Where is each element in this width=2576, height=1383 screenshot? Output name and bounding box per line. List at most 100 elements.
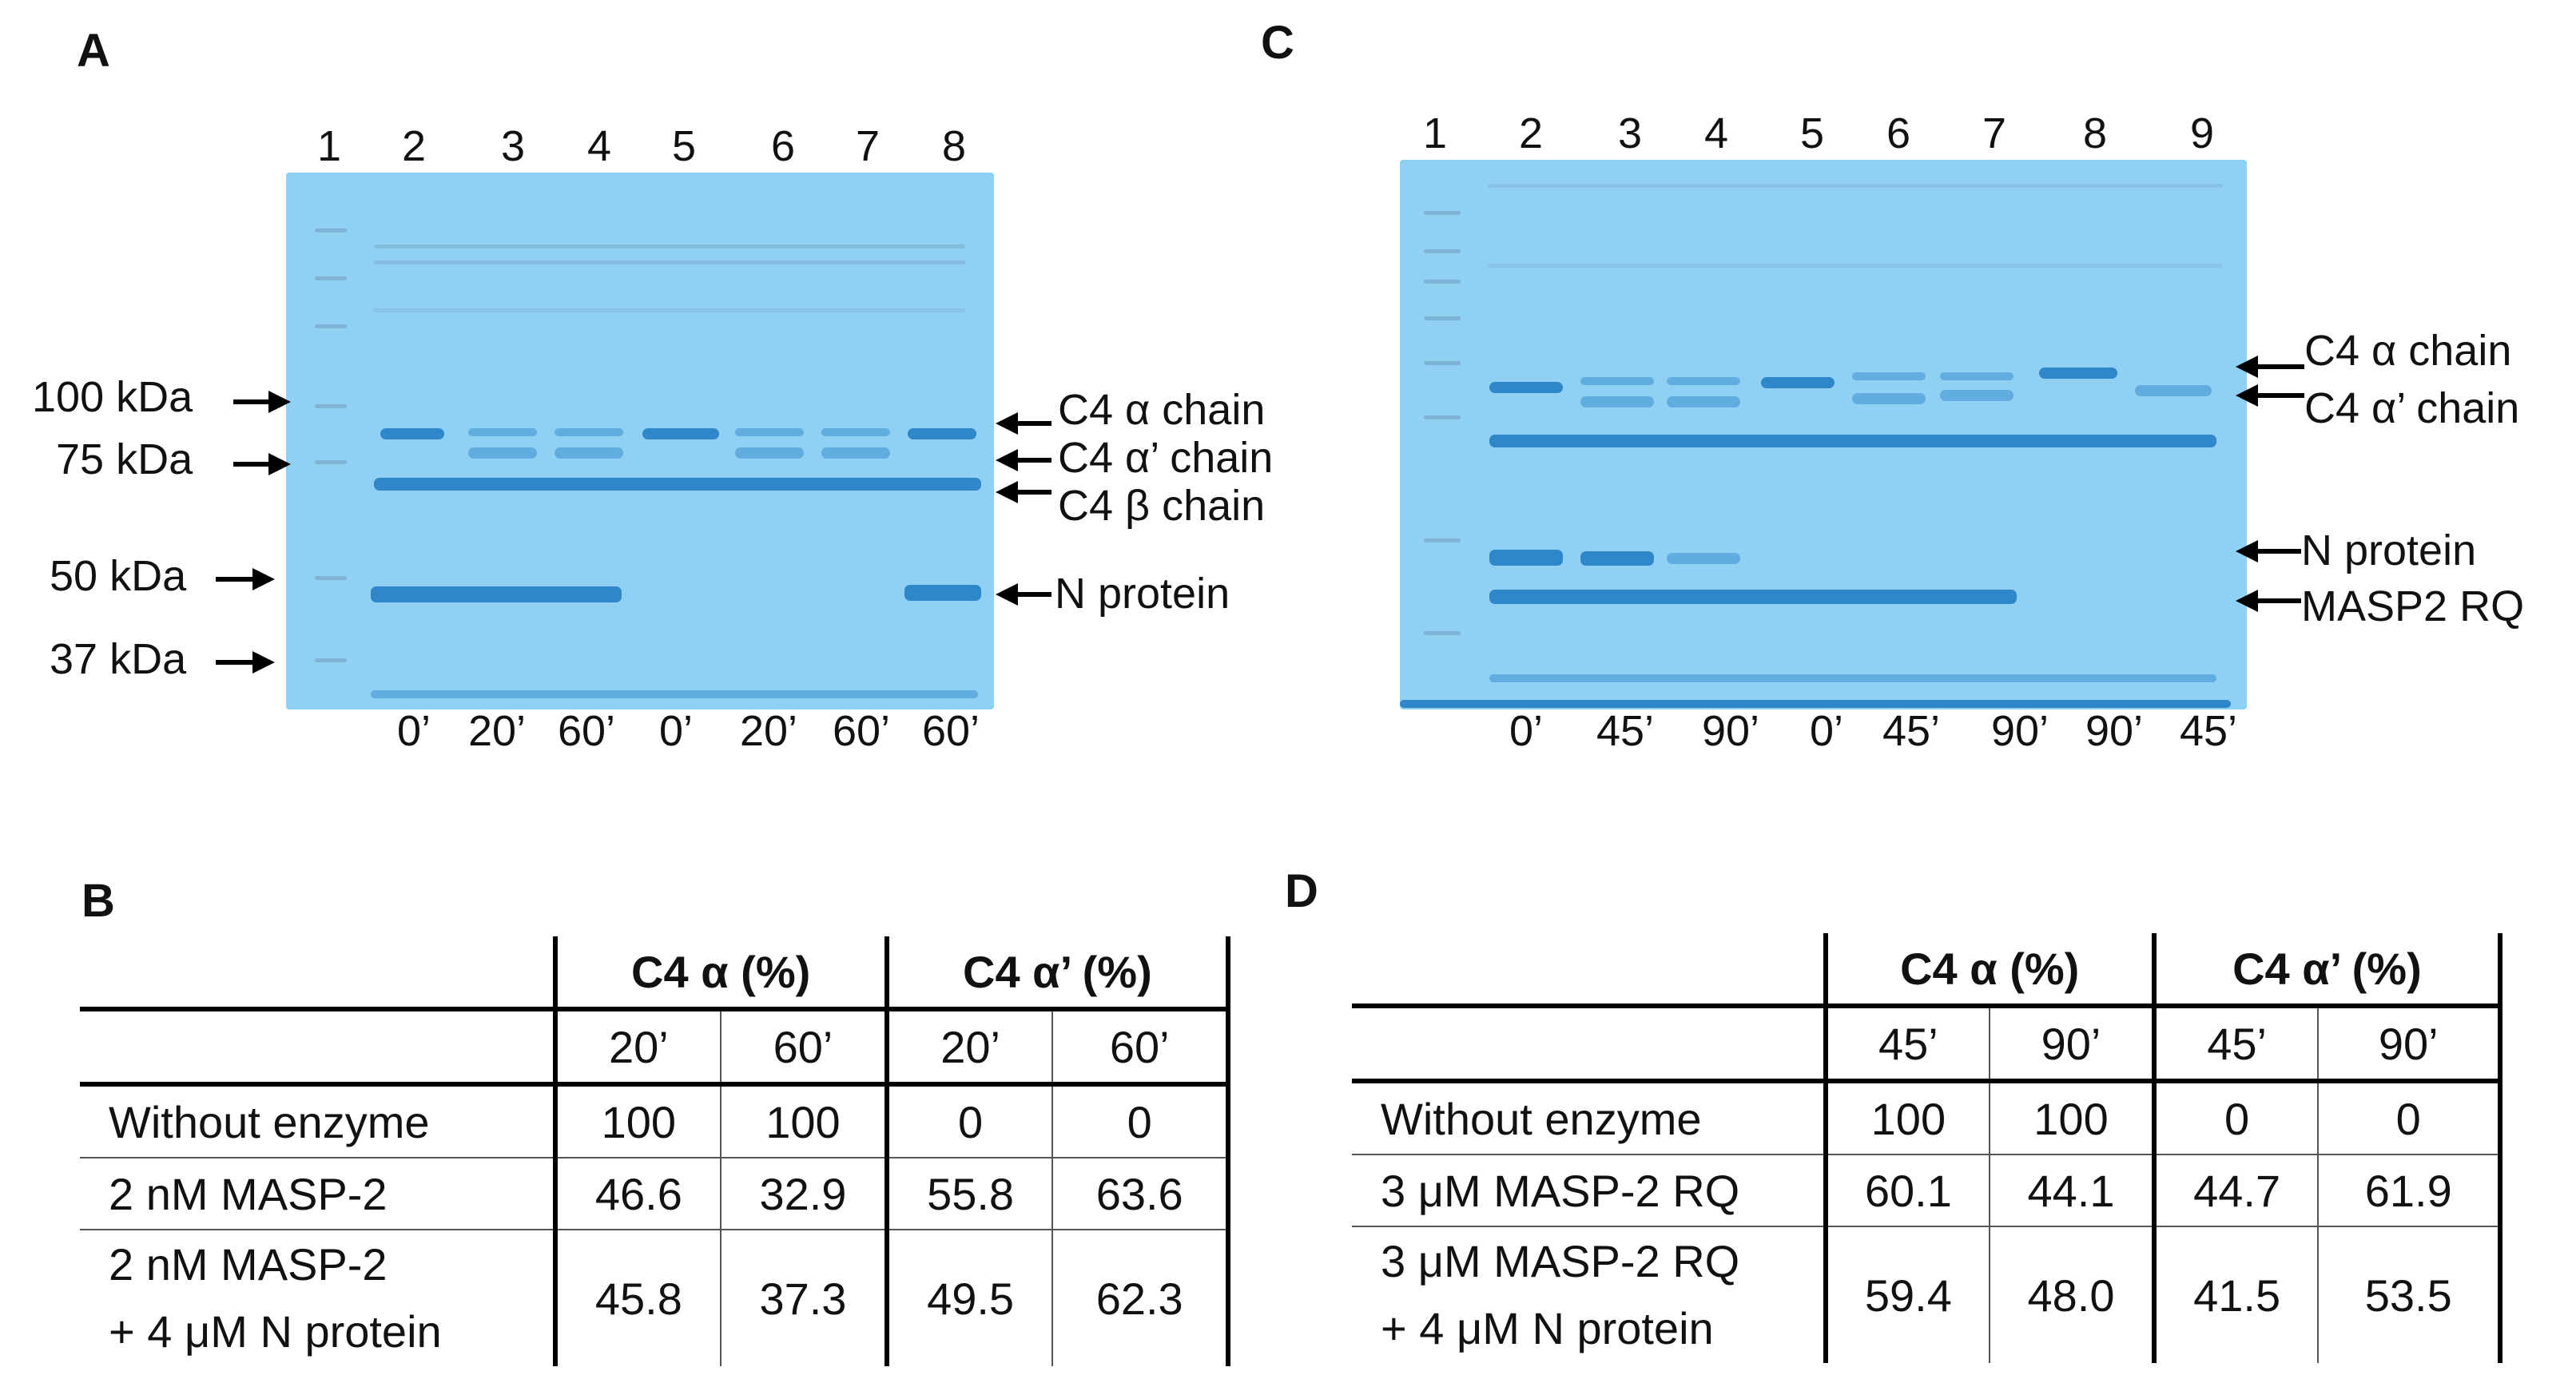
table-cell: 100 — [1990, 1079, 2157, 1155]
lane-number: 5 — [671, 122, 697, 170]
lane-number: 1 — [316, 122, 342, 170]
lane-number: 1 — [1422, 109, 1448, 157]
time-header: 45’ — [2153, 1003, 2320, 1082]
time-label: 0’ — [396, 707, 431, 755]
table-cell: 45.8 — [555, 1230, 722, 1366]
lane-number: 2 — [1518, 109, 1544, 157]
arrow-left-icon — [2236, 356, 2258, 378]
table-cell: 41.5 — [2153, 1226, 2320, 1363]
arrow-right-icon — [268, 453, 291, 475]
c4-alpha-chain-label: C4 α chain — [1058, 386, 1266, 434]
table-cell: 59.4 — [1825, 1226, 1991, 1363]
table-cell: 32.9 — [721, 1158, 889, 1230]
c4-beta-chain-label: C4 β chain — [1058, 482, 1266, 530]
row-label: 2 nM MASP-2 + 4 μM N protein — [80, 1230, 558, 1366]
time-label: 90’ — [1701, 707, 1760, 755]
table-cell: 37.3 — [721, 1230, 889, 1366]
time-label: 60’ — [832, 707, 891, 755]
time-header: 45’ — [1825, 1003, 1991, 1082]
table-cell: 46.6 — [555, 1158, 722, 1230]
table-cell: 53.5 — [2318, 1226, 2502, 1363]
arrow-left-icon — [2236, 384, 2258, 407]
lane-number: 7 — [855, 122, 881, 170]
arrow-left-icon — [2236, 540, 2258, 562]
group-header-c4-alpha-prime: C4 α’ (%) — [2153, 933, 2503, 1006]
table-cell: 44.7 — [2153, 1154, 2320, 1227]
time-label: 45’ — [1596, 707, 1655, 755]
time-header: 20’ — [555, 1007, 722, 1085]
row-label: Without enzyme — [1352, 1079, 1828, 1155]
lane-number: 3 — [1617, 109, 1643, 157]
c4-alpha-chain-label: C4 α chain — [2304, 327, 2512, 375]
lane-number: 3 — [500, 122, 526, 170]
arrow-left-icon — [2236, 590, 2258, 612]
row-label: Without enzyme — [80, 1082, 558, 1158]
table-cell: 100 — [555, 1082, 722, 1158]
c4-alpha-prime-chain-label: C4 α’ chain — [1058, 434, 1274, 482]
panel-a-gel-image — [286, 173, 994, 709]
lane-number: 6 — [1886, 109, 1911, 157]
time-header: 90’ — [2318, 1003, 2502, 1082]
panel-a-letter: A — [77, 25, 110, 77]
arrow-left-icon — [996, 412, 1018, 435]
row-label-line: 3 μM MASP-2 RQ — [1381, 1236, 1740, 1286]
table-row: 3 μM MASP-2 RQ 60.1 44.1 44.7 61.9 — [1352, 1154, 2502, 1227]
row-label-line: + 4 μM N protein — [1381, 1303, 1714, 1353]
size-marker-37kda: 37 kDa — [50, 635, 187, 683]
table-cell: 44.1 — [1990, 1154, 2157, 1227]
lane-number: 8 — [2082, 109, 2108, 157]
group-header-c4-alpha: C4 α (%) — [555, 936, 889, 1009]
time-header: 20’ — [886, 1007, 1054, 1085]
panel-d-letter: D — [1285, 865, 1318, 917]
c4-alpha-prime-chain-label: C4 α’ chain — [2304, 384, 2520, 432]
n-protein-label: N protein — [2301, 527, 2477, 574]
table-row: 3 μM MASP-2 RQ + 4 μM N protein 59.4 48.… — [1352, 1226, 2502, 1363]
table-cell: 0 — [2153, 1079, 2320, 1155]
table-cell: 100 — [721, 1082, 889, 1158]
time-label: 0’ — [1509, 707, 1544, 755]
arrow-left-icon — [996, 583, 1018, 606]
lane-number: 4 — [586, 122, 612, 170]
table-cell: 0 — [1052, 1082, 1230, 1158]
time-label: 20’ — [467, 707, 527, 755]
table-row: 2 nM MASP-2 + 4 μM N protein 45.8 37.3 4… — [80, 1230, 1230, 1366]
masp2-rq-label: MASP2 RQ — [2301, 582, 2525, 630]
time-header: 60’ — [1052, 1007, 1230, 1085]
table-row: Without enzyme 100 100 0 0 — [1352, 1079, 2502, 1155]
row-label: 2 nM MASP-2 — [80, 1158, 558, 1230]
size-marker-100kda: 100 kDa — [32, 373, 193, 421]
panel-d-table: C4 α (%) C4 α’ (%) 45’ 90’ 45’ 90’ Witho… — [1352, 933, 2503, 1363]
table-cell: 63.6 — [1052, 1158, 1230, 1230]
lane-number: 4 — [1703, 109, 1729, 157]
table-cell: 55.8 — [886, 1158, 1054, 1230]
table-cell: 48.0 — [1990, 1226, 2157, 1363]
time-label: 0’ — [1809, 707, 1844, 755]
time-label: 60’ — [921, 707, 980, 755]
lane-number: 5 — [1799, 109, 1825, 157]
time-label: 0’ — [658, 707, 694, 755]
time-label: 45’ — [1882, 707, 1941, 755]
panel-c-letter: C — [1261, 17, 1294, 69]
lane-number: 2 — [401, 122, 427, 170]
size-marker-75kda: 75 kDa — [56, 435, 193, 483]
table-cell: 62.3 — [1052, 1230, 1230, 1366]
row-label: 3 μM MASP-2 RQ + 4 μM N protein — [1352, 1226, 1828, 1363]
table-cell: 60.1 — [1825, 1154, 1991, 1227]
table-cell: 49.5 — [886, 1230, 1054, 1366]
arrow-left-icon — [996, 449, 1018, 471]
n-protein-label: N protein — [1055, 570, 1230, 618]
panel-c-gel-image — [1400, 160, 2247, 709]
time-header: 60’ — [721, 1007, 889, 1085]
panel-b-table: C4 α (%) C4 α’ (%) 20’ 60’ 20’ 60’ Witho… — [80, 936, 1231, 1366]
table-row: 2 nM MASP-2 46.6 32.9 55.8 63.6 — [80, 1158, 1230, 1230]
row-label-line: + 4 μM N protein — [109, 1306, 442, 1357]
time-header: 90’ — [1990, 1003, 2157, 1082]
table-cell: 100 — [1825, 1079, 1991, 1155]
time-label: 45’ — [2179, 707, 2238, 755]
lane-number: 9 — [2189, 109, 2215, 157]
time-label: 20’ — [739, 707, 798, 755]
table-cell: 0 — [2318, 1079, 2502, 1155]
panel-b-letter: B — [81, 875, 115, 927]
arrow-left-icon — [996, 481, 1018, 503]
arrow-right-icon — [252, 651, 275, 674]
